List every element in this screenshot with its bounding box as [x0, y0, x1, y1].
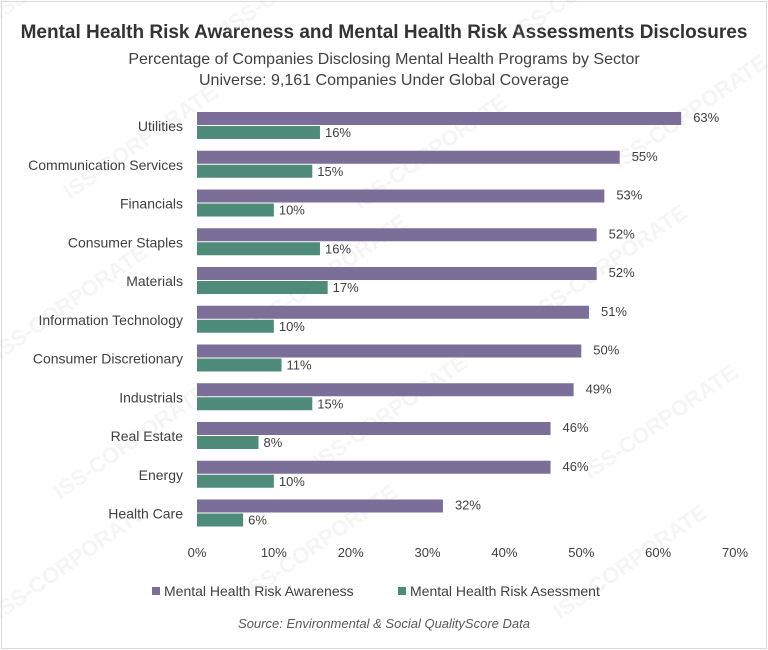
bar-awareness	[197, 383, 574, 397]
data-label-assessment: 10%	[279, 203, 305, 218]
bar-awareness	[197, 305, 589, 319]
category-label: Health Care	[108, 506, 183, 522]
category-label: Information Technology	[39, 312, 184, 328]
chart-universe-note: Universe: 9,161 Companies Under Global C…	[199, 72, 569, 89]
data-label-awareness: 50%	[593, 343, 619, 358]
x-tick-label: 40%	[491, 545, 517, 560]
data-label-assessment: 16%	[325, 125, 351, 140]
data-label-assessment: 17%	[333, 280, 359, 295]
category-label: Financials	[120, 196, 183, 212]
category-label: Utilities	[138, 118, 183, 134]
data-label-awareness: 46%	[563, 459, 589, 474]
bars-layer: Utilities 63% 16% Communication Services 55%…	[28, 110, 720, 528]
data-label-assessment: 10%	[279, 474, 305, 489]
data-label-awareness: 51%	[601, 304, 627, 319]
bar-assessment	[197, 242, 320, 256]
legend-label-assessment: Mental Health Risk Asessment	[410, 583, 600, 599]
legend-label-awareness: Mental Health Risk Awareness	[164, 583, 354, 599]
bar-awareness	[197, 460, 551, 474]
bar-awareness	[197, 499, 443, 513]
data-label-assessment: 10%	[279, 319, 305, 334]
bar-awareness	[197, 150, 620, 164]
x-tick-label: 10%	[261, 545, 287, 560]
x-tick-label: 20%	[338, 545, 364, 560]
category-label: Consumer Discretionary	[33, 351, 183, 367]
data-label-assessment: 15%	[317, 396, 343, 411]
watermark-text: ISS-CORPORATE	[309, 349, 472, 474]
source-note: Source: Environmental & Social QualitySc…	[238, 616, 530, 631]
legend: Mental Health Risk Awareness Mental Healt…	[152, 583, 600, 599]
category-label: Industrials	[119, 389, 183, 405]
bar-assessment	[197, 513, 244, 527]
bar-awareness	[197, 344, 582, 358]
data-label-assessment: 15%	[317, 164, 343, 179]
data-label-assessment: 11%	[287, 358, 312, 373]
chart-title: Mental Health Risk Awareness and Mental …	[20, 22, 748, 43]
watermark-text: ISS-CORPORATE	[0, 239, 152, 364]
bar-awareness	[197, 189, 605, 203]
data-label-awareness: 52%	[609, 226, 635, 241]
watermark-text: ISS-CORPORATE	[219, 0, 382, 39]
data-label-awareness: 53%	[616, 188, 642, 203]
bar-assessment	[197, 436, 259, 449]
bar-assessment	[197, 281, 328, 294]
bar-awareness	[197, 112, 682, 125]
bar-assessment	[197, 358, 282, 372]
legend-swatch-assessment	[398, 587, 406, 595]
category-label: Energy	[139, 467, 183, 483]
bar-assessment	[197, 474, 274, 488]
data-label-awareness: 55%	[632, 149, 658, 164]
bar-assessment	[197, 126, 320, 139]
bar-assessment	[197, 203, 274, 217]
bar-awareness	[197, 422, 551, 435]
bar-assessment	[197, 319, 274, 333]
x-tick-label: 70%	[722, 545, 748, 560]
x-tick-label: 30%	[415, 545, 441, 560]
category-label: Communication Services	[28, 157, 183, 173]
data-label-awareness: 49%	[586, 381, 612, 396]
bar-awareness	[197, 267, 597, 280]
category-label: Consumer Staples	[68, 234, 183, 250]
bar-assessment	[197, 397, 313, 411]
data-label-assessment: 16%	[325, 241, 351, 256]
data-label-awareness: 46%	[563, 420, 589, 435]
x-axis: 0% 10% 20% 30% 40% 50% 60% 70%	[188, 545, 749, 560]
chart-subtitle: Percentage of Companies Disclosing Menta…	[128, 51, 640, 68]
bar-assessment	[197, 164, 313, 178]
x-tick-label: 60%	[645, 545, 671, 560]
category-label: Real Estate	[111, 428, 184, 444]
watermark-text: ISS-CORPORATE	[59, 79, 222, 204]
bar-awareness	[197, 228, 597, 242]
data-label-awareness: 52%	[609, 265, 635, 280]
data-label-awareness: 32%	[455, 498, 481, 513]
legend-swatch-awareness	[152, 587, 160, 595]
data-label-awareness: 63%	[693, 110, 719, 125]
watermark-text: ISS-CORPORATE	[509, 0, 672, 44]
watermark-text: ISS-CORPORATE	[549, 499, 712, 624]
watermark-text: ISS-CORPORATE	[0, 0, 152, 24]
x-tick-label: 50%	[568, 545, 594, 560]
x-tick-label: 0%	[188, 545, 207, 560]
data-label-assessment: 8%	[263, 435, 282, 450]
category-label: Materials	[126, 273, 183, 289]
data-label-assessment: 6%	[248, 513, 267, 528]
watermark-text: ISS-CORPORATE	[579, 359, 742, 484]
